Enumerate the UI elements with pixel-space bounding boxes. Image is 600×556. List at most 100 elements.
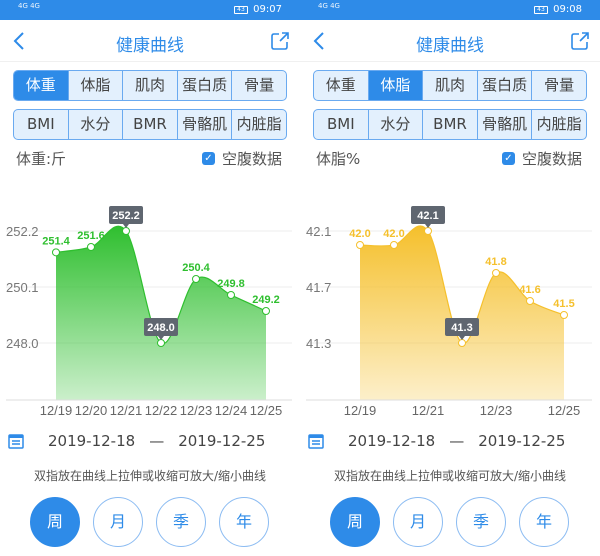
- data-point[interactable]: [52, 248, 60, 257]
- zoom-hint: 双指放在曲线上拉伸或收缩可放大/缩小曲线: [33, 469, 267, 483]
- status-time: 09:07: [253, 4, 282, 15]
- tooltip-min-label: [445, 318, 479, 336]
- period-button-月[interactable]: 月: [93, 497, 143, 547]
- back-button[interactable]: [10, 30, 30, 52]
- metric-tabs-row-2: BMI 水分 BMR 骨骼肌 内脏脂: [13, 109, 287, 140]
- data-label: 41.8: [485, 256, 506, 268]
- y-tick-label: 250.1: [6, 280, 39, 295]
- tab-BMR[interactable]: BMR: [123, 110, 178, 139]
- tab-骨量[interactable]: 骨量: [544, 76, 575, 94]
- tab-内脏脂[interactable]: 内脏脂: [236, 115, 282, 133]
- data-label: 250.4: [182, 262, 210, 274]
- area-chart[interactable]: 42.1 41.7 41.3 42.0 12/19 42.0 12/21 41.8 12/23 4…: [300, 200, 600, 425]
- zoom-hint: 双指放在曲线上拉伸或收缩可放大/缩小曲线: [333, 469, 567, 483]
- battery-icon: 43: [234, 6, 248, 14]
- data-label: 41.5: [553, 298, 574, 310]
- x-tick-label: 12/19: [344, 403, 377, 418]
- data-label: 251.4: [42, 235, 70, 247]
- period-button-周[interactable]: 周: [330, 497, 380, 547]
- area-chart[interactable]: 252.2 250.1 248.0 251.4 12/19 251.6 12/20 12/21…: [0, 200, 300, 425]
- data-point[interactable]: [87, 243, 95, 251]
- x-tick-label: 12/25: [250, 403, 283, 418]
- tab-内脏脂[interactable]: 内脏脂: [536, 115, 582, 133]
- metric-tabs-row-2: BMI 水分 BMR 骨骼肌 内脏脂: [313, 109, 587, 140]
- data-point[interactable]: [227, 291, 235, 299]
- calendar-button[interactable]: [8, 433, 24, 449]
- period-button-季[interactable]: 季: [156, 497, 206, 547]
- header: 健康曲线: [0, 20, 300, 62]
- x-tick-label: 12/23: [180, 403, 213, 418]
- page-title: 健康曲线: [416, 36, 484, 56]
- share-icon: [571, 32, 589, 50]
- fasting-data-checkbox[interactable]: ✓ 空腹数据: [501, 148, 582, 169]
- tooltip-pointer: [459, 336, 465, 340]
- end-date: 2019-12-25: [178, 432, 266, 450]
- data-label: 251.6: [77, 230, 105, 242]
- start-date: 2019-12-18: [348, 432, 436, 450]
- x-tick-label: 12/21: [412, 403, 445, 418]
- tooltip-text: 42.1: [417, 210, 438, 222]
- share-button[interactable]: [270, 31, 290, 51]
- x-tick-label: 12/24: [215, 403, 248, 418]
- data-point[interactable]: [356, 241, 364, 249]
- metric-unit-label: 体脂%: [316, 150, 361, 168]
- data-point[interactable]: [560, 311, 568, 319]
- fasting-data-checkbox[interactable]: ✓ 空腹数据: [201, 148, 282, 169]
- period-button-年[interactable]: 年: [219, 497, 269, 547]
- signal-indicator: 4G 4G: [18, 2, 40, 10]
- data-point[interactable]: [192, 275, 200, 283]
- data-label: 249.8: [217, 278, 245, 290]
- data-label: 42.0: [383, 228, 404, 240]
- data-point[interactable]: [492, 269, 500, 277]
- tab-体重[interactable]: 体重: [14, 71, 69, 100]
- metric-tabs-row-1: 体重 体脂 肌肉 蛋白质 骨量: [313, 70, 587, 101]
- tab-骨骼肌[interactable]: 骨骼肌: [178, 110, 233, 139]
- tab-骨骼肌[interactable]: 骨骼肌: [478, 110, 533, 139]
- series-area: [360, 225, 564, 400]
- period-button-月[interactable]: 月: [393, 497, 443, 547]
- data-label: 41.6: [519, 284, 540, 296]
- chevron-left-icon: [13, 32, 24, 50]
- back-button[interactable]: [310, 30, 330, 52]
- y-tick-label: 252.2: [6, 224, 39, 239]
- period-button-年[interactable]: 年: [519, 497, 569, 547]
- data-point[interactable]: [122, 227, 130, 235]
- tab-BMI[interactable]: BMI: [14, 110, 69, 139]
- data-point[interactable]: [157, 339, 165, 347]
- y-tick-label: 42.1: [306, 224, 331, 239]
- chevron-left-icon: [313, 32, 324, 50]
- tab-水分[interactable]: 水分: [69, 110, 124, 139]
- share-button[interactable]: [570, 31, 590, 51]
- data-point[interactable]: [424, 227, 432, 235]
- period-button-季[interactable]: 季: [456, 497, 506, 547]
- tooltip-text: 252.2: [112, 210, 140, 222]
- tab-肌肉[interactable]: 肌肉: [123, 71, 178, 100]
- x-tick-label: 12/20: [75, 403, 108, 418]
- tab-BMI[interactable]: BMI: [314, 110, 369, 139]
- tab-水分[interactable]: 水分: [369, 110, 424, 139]
- data-point[interactable]: [526, 297, 534, 305]
- tab-体脂[interactable]: 体脂: [69, 71, 124, 100]
- tab-BMR[interactable]: BMR: [423, 110, 478, 139]
- tooltip-min-label: [144, 318, 178, 336]
- status-bar: 4G 4G 43 09:07: [0, 0, 300, 20]
- data-point[interactable]: [390, 241, 398, 249]
- tab-体脂[interactable]: 体脂: [368, 71, 424, 100]
- tab-骨量[interactable]: 骨量: [244, 76, 275, 94]
- period-button-周[interactable]: 周: [30, 497, 80, 547]
- data-point[interactable]: [458, 339, 466, 347]
- y-tick-label: 41.7: [306, 280, 331, 295]
- date-range-text[interactable]: 2019-12-18 — 2019-12-25: [48, 432, 265, 450]
- calendar-icon: [308, 434, 324, 449]
- tab-蛋白质[interactable]: 蛋白质: [178, 71, 233, 100]
- data-point[interactable]: [262, 307, 270, 315]
- date-separator: —: [449, 432, 465, 450]
- metric-tabs-row-1: 体重 体脂 肌肉 蛋白质 骨量: [13, 70, 287, 101]
- date-range-text[interactable]: 2019-12-18 — 2019-12-25: [348, 432, 565, 450]
- tab-肌肉[interactable]: 肌肉: [423, 71, 478, 100]
- calendar-button[interactable]: [308, 433, 324, 449]
- data-label: 42.0: [349, 228, 370, 240]
- tab-蛋白质[interactable]: 蛋白质: [478, 71, 533, 100]
- tab-体重[interactable]: 体重: [314, 71, 369, 100]
- x-tick-label: 12/21: [110, 403, 143, 418]
